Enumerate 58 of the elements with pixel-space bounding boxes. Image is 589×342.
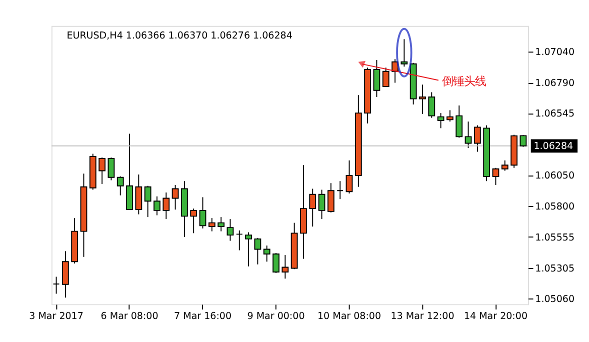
candlestick (336, 180, 344, 200)
candlestick (346, 160, 353, 194)
candlestick (309, 188, 316, 228)
candlestick (172, 184, 179, 210)
candlestick (327, 182, 334, 213)
y-tick-label: 1.05555 (535, 232, 575, 244)
x-tick-label: 14 Mar 20:00 (464, 310, 528, 322)
candlestick (108, 157, 115, 181)
candlestick (428, 92, 436, 118)
candlestick (373, 60, 380, 98)
candlestick (282, 254, 289, 280)
candlestick (474, 124, 481, 152)
ref-line-label: 1.06284 (534, 140, 574, 152)
candlestick (62, 250, 69, 298)
candlestick (144, 185, 152, 218)
x-tick-label: 3 Mar 2017 (29, 310, 84, 322)
candlestick (236, 230, 243, 251)
candlestick (208, 218, 216, 232)
candlestick (126, 133, 133, 210)
candlestick (446, 110, 454, 122)
chart-title: EURUSD,H4 1.06366 1.06370 1.06276 1.06284 (66, 30, 292, 42)
y-tick-label: 1.06050 (535, 170, 575, 182)
candlestick (154, 196, 160, 216)
x-tick-label: 6 Mar 08:00 (100, 310, 158, 322)
candlestick (245, 232, 252, 267)
candlestick (419, 84, 426, 114)
y-tick-label: 1.06545 (535, 108, 575, 120)
x-tick-label: 7 Mar 16:00 (174, 310, 232, 322)
candlestick (52, 276, 60, 294)
candlestick (272, 252, 280, 274)
annotation: 倒锤头线 (442, 74, 486, 88)
candlestick (116, 176, 124, 196)
y-tick-label: 1.05305 (535, 263, 575, 274)
candlestick (400, 38, 408, 68)
candlestick (520, 134, 527, 148)
y-tick-label: 1.05060 (535, 294, 575, 306)
candlestick (162, 192, 170, 220)
candlestick (492, 167, 500, 186)
x-tick-label: 13 Mar 12:00 (390, 310, 454, 322)
candlestick (190, 208, 198, 234)
candlestick (456, 104, 463, 138)
y-tick-label: 1.07040 (535, 46, 575, 58)
candlestick (226, 218, 234, 242)
candlestick (254, 237, 262, 265)
candlestick (318, 189, 326, 220)
x-tick-label: 10 Mar 08:00 (317, 310, 382, 322)
y-tick-label: 1.05800 (535, 202, 575, 213)
candlestick (437, 112, 444, 129)
candlestick (501, 160, 508, 172)
candlestick (135, 174, 142, 215)
candlestick (382, 67, 390, 87)
candlestick (98, 157, 106, 184)
candlestick (263, 245, 270, 262)
y-tick-label: 1.06790 (535, 78, 575, 90)
candlestick (218, 216, 225, 232)
candlestick (464, 121, 472, 149)
x-tick-label: 9 Mar 00:00 (247, 310, 305, 322)
candlestick (199, 196, 206, 229)
